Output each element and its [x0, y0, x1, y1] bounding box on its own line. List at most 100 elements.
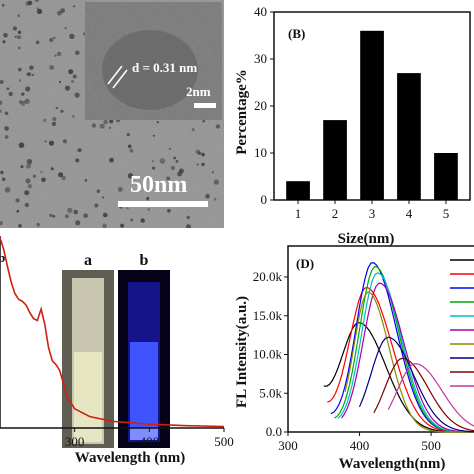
nanoparticle-dot	[102, 212, 108, 218]
x-tick-label-d: 300	[278, 438, 298, 453]
nanoparticle-dot	[17, 30, 22, 34]
fl-curve-9	[373, 357, 474, 432]
nanoparticle-dot	[126, 207, 129, 210]
nanoparticle-dot	[53, 36, 56, 40]
nanoparticle-dot	[24, 202, 30, 208]
nanoparticle-dot	[129, 148, 134, 153]
y-axis-label: Percentage%	[234, 69, 250, 155]
fl-curve-5	[337, 272, 473, 433]
nanoparticle-dot	[17, 14, 20, 17]
nanoparticle-dot	[52, 117, 57, 121]
y-tick-label-d: 10.0k	[253, 347, 283, 362]
nanoparticle-dot	[49, 213, 53, 217]
nanoparticle-dot	[34, 0, 39, 3]
nanoparticle-dot	[130, 218, 134, 222]
nanoparticle-dot	[25, 86, 31, 92]
nanoparticle-dot	[75, 50, 80, 56]
nanoparticle-dot	[117, 186, 123, 192]
nanoparticle-dot	[18, 79, 22, 82]
nanoparticle-dot	[29, 65, 34, 70]
x-tick-label-b: 2	[332, 206, 339, 221]
nanoparticle-dot	[15, 198, 20, 203]
nanoparticle-dot	[102, 223, 107, 228]
nanoparticle-dot	[175, 159, 179, 163]
nanoparticle-dot	[213, 198, 217, 201]
nanoparticle-dot	[51, 121, 57, 127]
nanoparticle-dot	[18, 142, 25, 148]
scale-bar	[118, 201, 208, 207]
nanoparticle-dot	[44, 140, 47, 143]
y-tick-label-d: 15.0k	[253, 308, 283, 323]
y-tick-label-b: 20	[254, 98, 267, 113]
nanoparticle-dot	[191, 128, 195, 132]
nanoparticle-dot	[24, 190, 30, 196]
nanoparticle-dot	[173, 156, 177, 160]
fl-curve-4	[334, 265, 472, 433]
nanoparticle-dot	[0, 170, 4, 175]
nanoparticle-dot	[91, 123, 97, 128]
nanoparticle-dot	[18, 100, 23, 104]
nanoparticle-dots	[0, 0, 221, 228]
nanoparticle-dot	[17, 35, 21, 40]
nanoparticle-dot	[0, 79, 4, 85]
x-axis-label: Size(nm)	[338, 231, 395, 247]
nanoparticle-dot	[50, 167, 54, 171]
bar-3	[360, 30, 384, 200]
fl-spectra-svg: (D) FL Intensity(a.u.) Wavelength(nm) 30…	[234, 245, 474, 472]
x-tick-label-b: 3	[369, 206, 376, 221]
nanoparticle-dot	[64, 27, 67, 30]
nanoparticle-dot	[60, 109, 64, 113]
plot-frame-d	[287, 245, 474, 433]
nanoparticle-dot	[152, 166, 156, 170]
panel-c-absorption: b a b Wavelength (nm) 300 400 500	[0, 232, 234, 474]
nanoparticle-dot	[24, 98, 30, 105]
nanoparticle-dot	[1, 3, 5, 7]
nanoparticle-dot	[49, 65, 54, 70]
nanoparticle-dot	[215, 124, 221, 129]
nanoparticle-dot	[14, 35, 17, 38]
nanoparticle-dot	[21, 92, 25, 96]
nanoparticle-dot	[151, 160, 154, 163]
cuvette-photo-a	[62, 270, 114, 448]
histogram-svg: (B) Percentage% Size(nm) 1 2 3 4 5 0 10 20 30 40	[234, 4, 471, 247]
nanoparticle-dot	[145, 197, 149, 201]
nanoparticle-dot	[58, 172, 64, 178]
nanoparticle-dot	[99, 123, 105, 129]
nanoparticle-dot	[0, 109, 2, 113]
fl-curve-10	[387, 363, 474, 427]
nanoparticle-dot	[31, 73, 35, 77]
nanoparticle-dot	[26, 163, 31, 169]
tem-image-svg: d = 0.31 nm 2nm 50nm	[0, 0, 224, 228]
nanoparticle-dot	[4, 126, 9, 131]
nanoparticle-dot	[96, 189, 101, 193]
nanoparticle-dot	[186, 215, 190, 220]
nanoparticle-dot	[75, 158, 80, 163]
photo-label-a: a	[84, 252, 92, 269]
nanoparticle-dot	[195, 149, 201, 155]
nanoparticle-dot	[62, 139, 67, 144]
panel-d-fl-spectra: (D) FL Intensity(a.u.) Wavelength(nm) 30…	[224, 232, 474, 474]
nanoparticle-dot	[32, 174, 37, 178]
nanoparticle-dot	[73, 209, 78, 215]
x-tick-label-c: 500	[214, 434, 234, 449]
nanoparticle-dot	[126, 133, 130, 137]
y-tick-label-b: 10	[254, 145, 267, 160]
nanoparticle-dot	[77, 148, 82, 153]
lattice-marker-1	[107, 65, 123, 85]
nanoparticle-dot	[16, 209, 20, 213]
nanoparticle-dot	[75, 220, 81, 226]
nanoparticle-dot	[64, 214, 69, 219]
nanoparticle-dot	[25, 1, 31, 6]
cuvette-photo-b	[118, 270, 170, 448]
fl-curve-8	[358, 336, 474, 433]
nanoparticle-dot	[56, 10, 62, 16]
fl-curve-2	[327, 286, 474, 433]
nanoparticle-dot	[83, 213, 88, 219]
nanoparticle-dot	[4, 111, 9, 116]
nanoparticle-dot	[74, 92, 80, 98]
nanoparticle-dot	[6, 87, 10, 90]
absorption-svg: b a b Wavelength (nm) 300 400 500	[0, 236, 234, 466]
fl-curve-7	[344, 291, 474, 433]
x-tick-label-b: 1	[295, 206, 302, 221]
nanoparticle-dot	[109, 119, 114, 124]
